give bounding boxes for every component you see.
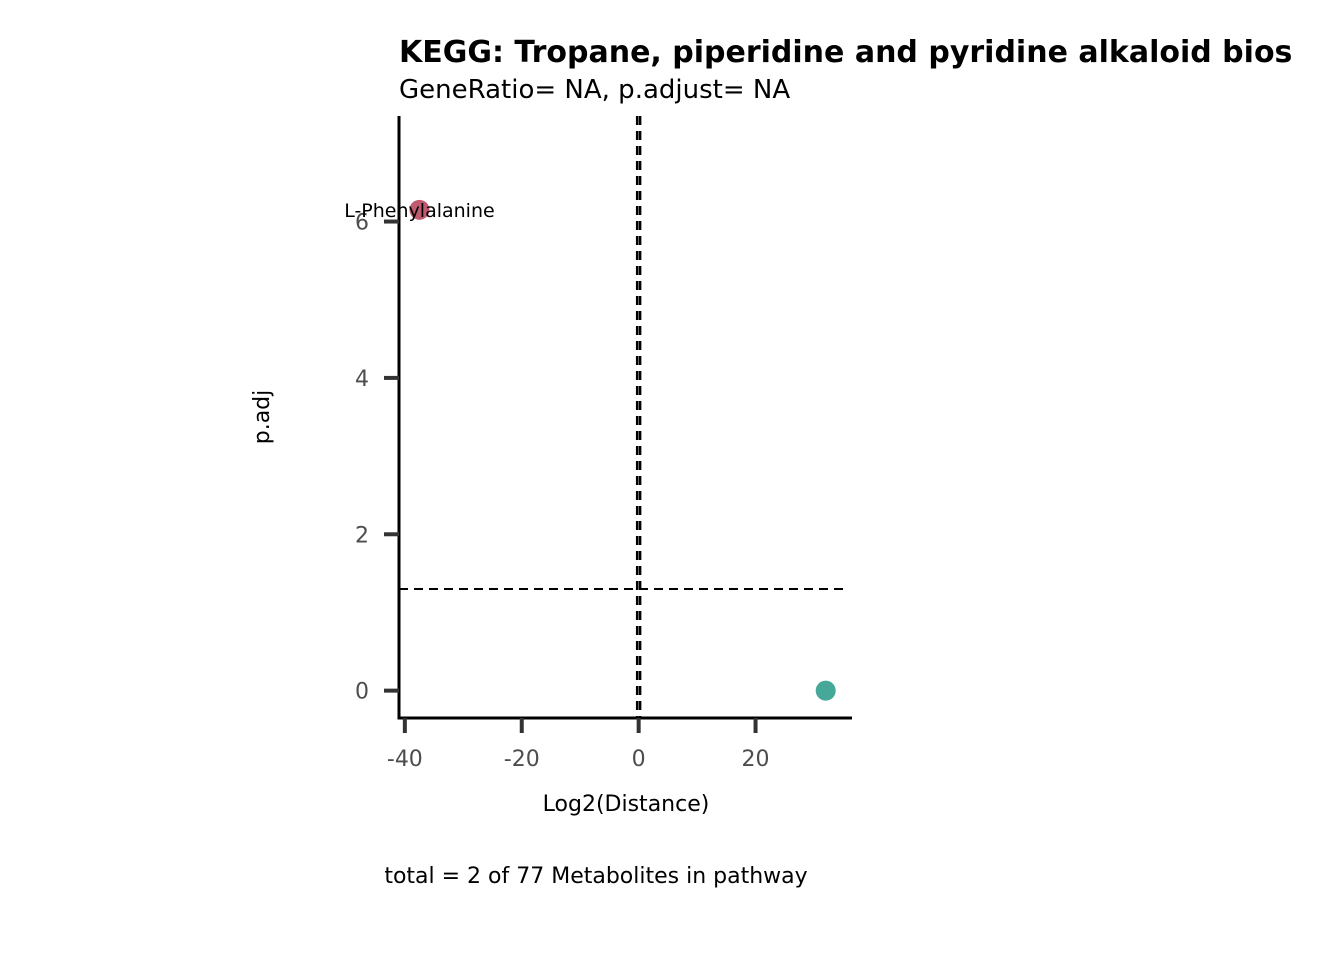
y-tick-label: 6 [355, 211, 369, 236]
x-axis-title: Log2(Distance) [543, 792, 710, 817]
chart-title: KEGG: Tropane, piperidine and pyridine a… [399, 35, 1292, 70]
y-tick-label: 2 [355, 523, 369, 548]
x-tick-label: -40 [387, 747, 423, 772]
data-point [815, 680, 836, 701]
data-points: L-Phenylalanine [344, 199, 836, 701]
y-axis-title: p.adj [250, 390, 275, 445]
x-tick-label: 20 [742, 747, 770, 772]
chart-caption: total = 2 of 77 Metabolites in pathway [384, 864, 807, 889]
data-point-label: L-Phenylalanine [344, 200, 494, 222]
y-tick-label: 4 [355, 367, 369, 392]
y-tick-label: 0 [355, 680, 369, 705]
chart-subtitle: GeneRatio= NA, p.adjust= NA [399, 75, 790, 105]
x-tick-label: 0 [632, 747, 646, 772]
data-point [409, 199, 430, 220]
x-tick-label: -20 [504, 747, 540, 772]
axes [397, 116, 852, 720]
reference-lines [399, 116, 844, 718]
ticks: -40 -20 0 20 0 2 4 6 [355, 211, 770, 772]
